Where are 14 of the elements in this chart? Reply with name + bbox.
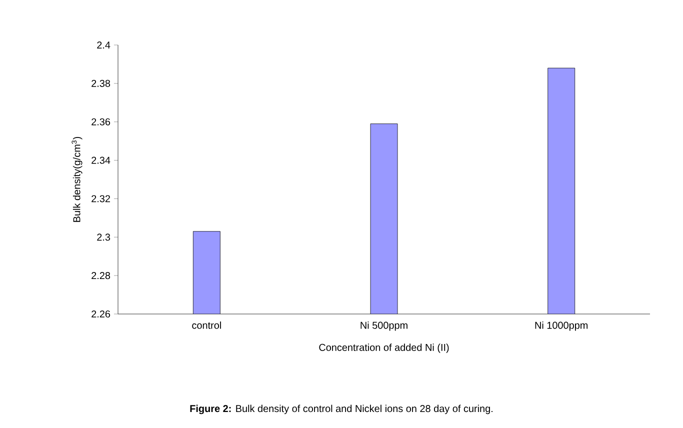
- text: Figure 2: Bulk density of control and Nickel ions on 28 day of curing.: [190, 404, 492, 414]
- y-axis-title: Bulk density(g/cm$^{3}$): [72, 136, 82, 222]
- x-tick-label: Ni 500ppm: [360, 322, 408, 331]
- x-tick-label: Ni 1000ppm: [535, 322, 588, 331]
- y-tick-label: 2.38: [92, 80, 110, 87]
- y-tick-label: 2.3: [97, 234, 110, 241]
- y-tick-label: 2.34: [92, 156, 110, 164]
- x-axis-title: Concentration of added Ni (II): [319, 344, 449, 353]
- y-tick-label: 2.32: [92, 195, 110, 202]
- x-tick-label: control: [192, 322, 221, 329]
- y-tick-label: 2.36: [92, 118, 110, 126]
- y-tick-label: 2.4: [97, 42, 110, 48]
- y-tick-label: 2.26: [92, 310, 110, 318]
- y-tick-label: 2.28: [92, 272, 110, 280]
